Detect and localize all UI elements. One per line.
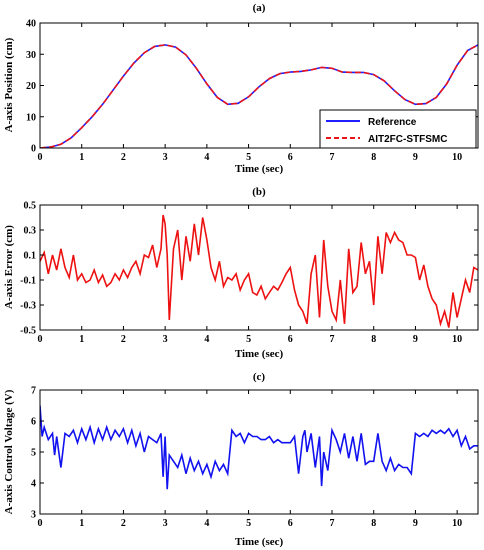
- panel-b-ytick-label: 0.5: [24, 201, 37, 212]
- panel-c-xtick-label: 7: [330, 518, 335, 529]
- panel-c-xtick-label: 3: [163, 518, 168, 529]
- panel-b-xtick-label: 5: [246, 334, 251, 345]
- panel-b-plot-frame: [39, 204, 479, 331]
- panel-c-xtick-label: 5: [246, 518, 251, 529]
- panel-b-xtick-label: 6: [288, 334, 293, 345]
- panel-b-xtick-label: 2: [121, 334, 126, 345]
- panel-b-ytick-label: 0.1: [24, 251, 37, 262]
- panel-b-title: (b): [252, 186, 266, 198]
- panel-c-series-line: [40, 405, 478, 490]
- legend: Reference AIT2FC-STFSMC: [319, 109, 477, 149]
- panel-a-ytick-label: 40: [26, 19, 36, 30]
- panel-b-xtick-label: 9: [413, 334, 418, 345]
- panel-b-ylabel: A-axis Error (cm): [3, 225, 15, 309]
- panel-b-ytick-label: -0.5: [20, 326, 36, 337]
- panel-c-xtick-label: 4: [204, 518, 209, 529]
- legend-label-ait2fc-stfsmc: AIT2FC-STFSMC: [368, 134, 447, 145]
- panel-b-xtick-label: 3: [163, 334, 168, 345]
- panel-a-ytick-label: 10: [26, 112, 36, 123]
- panel-a-ytick-label: 30: [26, 50, 36, 61]
- panel-a-xtick-label: 7: [330, 152, 335, 163]
- panel-c-ytick-label: 5: [31, 448, 36, 459]
- panel-a-xtick-label: 2: [121, 152, 126, 163]
- panel-b-ytick-label: 0.3: [24, 226, 37, 237]
- panel-a-xtick-label: 4: [204, 152, 209, 163]
- panel-c-xtick-label: 10: [452, 518, 462, 529]
- panel-c-title: (c): [253, 371, 266, 383]
- panel-a-xtick-label: 9: [413, 152, 418, 163]
- panel-c-xtick-label: 6: [288, 518, 293, 529]
- panel-c-xtick-label: 0: [38, 518, 43, 529]
- panel-c-ytick-label: 4: [31, 479, 36, 490]
- panel-a-xtick-label: 5: [246, 152, 251, 163]
- panel-c-xtick-label: 2: [121, 518, 126, 529]
- panel-b-xtick-label: 0: [38, 334, 43, 345]
- panel-c-plot-frame: [39, 389, 479, 515]
- panel-c-xlabel: Time (sec): [235, 536, 284, 548]
- panel-c-xtick-label: 8: [371, 518, 376, 529]
- panel-a-ytick-label: 20: [26, 81, 36, 92]
- panel-c-ylabel: A-axis Control Voltage (V): [3, 389, 15, 514]
- panel-a-xlabel: Time (sec): [235, 163, 284, 175]
- panel-c-ytick-label: 6: [31, 417, 36, 428]
- legend-box: [319, 109, 477, 149]
- panel-a-xtick-label: 6: [288, 152, 293, 163]
- panel-b-xlabel: Time (sec): [235, 348, 284, 360]
- panel-b-xtick-label: 10: [452, 334, 462, 345]
- panel-b-xtick-label: 7: [330, 334, 335, 345]
- panel-b-xtick-label: 4: [204, 334, 209, 345]
- panel-a-xtick-label: 1: [79, 152, 84, 163]
- panel-c-xtick-label: 9: [413, 518, 418, 529]
- panel-b: (b) Time (sec) A-axis Error (cm) 0 1 2 3 4 5 6…: [3, 186, 479, 360]
- panel-b-xtick-label: 1: [79, 334, 84, 345]
- panel-a-xtick-label: 10: [452, 152, 462, 163]
- panel-b-ytick-label: -0.3: [20, 301, 36, 312]
- panel-c-ytick-label: 7: [31, 386, 36, 397]
- panel-a-xtick-label: 3: [163, 152, 168, 163]
- panel-a-xtick-label: 0: [38, 152, 43, 163]
- panel-b-ytick-label: -0.1: [20, 276, 36, 287]
- panel-a: (a) Time (sec) A-axis Position (cm) 0 1 2 3…: [3, 2, 479, 175]
- panel-c: (c) Time (sec) A-axis Control Voltage (V…: [3, 371, 479, 548]
- panel-b-xtick-label: 8: [371, 334, 376, 345]
- panel-a-xtick-label: 8: [371, 152, 376, 163]
- panel-a-ylabel: A-axis Position (cm): [3, 37, 15, 132]
- panel-a-title: (a): [253, 2, 266, 14]
- legend-label-reference: Reference: [368, 117, 417, 128]
- panel-a-series-ait2fc-stfsmc: [40, 44, 478, 148]
- panel-c-ytick-label: 3: [31, 510, 36, 521]
- panel-c-xtick-label: 1: [79, 518, 84, 529]
- panel-a-ytick-label: 0: [31, 144, 36, 155]
- panel-b-series-line: [40, 214, 478, 328]
